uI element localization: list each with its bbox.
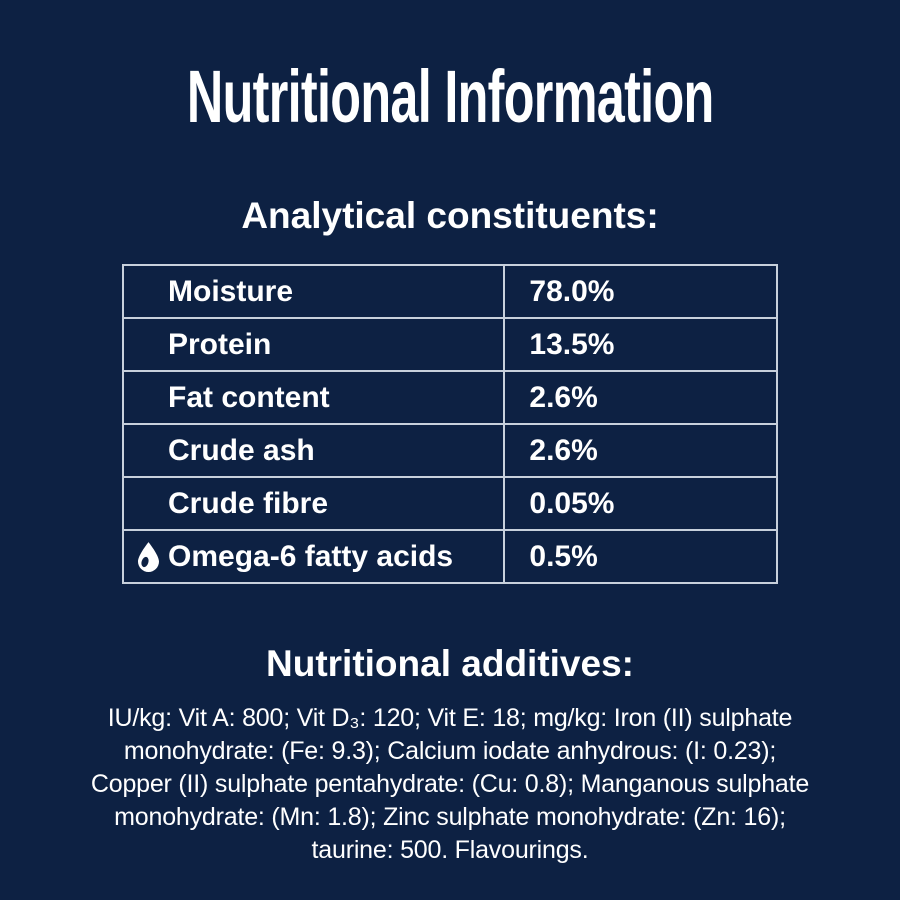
page-title: Nutritional Information [0, 56, 900, 138]
nutrient-label: Fat content [124, 372, 506, 423]
table-row: Fat content 2.6% [124, 372, 776, 425]
nutrient-label: Omega-6 fatty acids [124, 531, 506, 582]
additives-text-line: Copper (II) sulphate pentahydrate: (Cu: … [90, 770, 810, 798]
page-title-text: Nutritional Information [186, 55, 714, 138]
nutrient-label-text: Crude fibre [168, 486, 329, 520]
nutrient-value: 2.6% [529, 433, 598, 467]
nutrient-label-text: Protein [168, 327, 272, 361]
nutrient-label: Moisture [124, 266, 506, 317]
nutrient-label-text: Crude ash [168, 433, 315, 467]
additives-text-line: monohydrate: (Fe: 9.3); Calcium iodate a… [123, 737, 777, 765]
analytical-table: Moisture 78.0% Protein 13.5% Fat content… [122, 264, 778, 584]
nutrient-label-text: Moisture [168, 274, 294, 308]
additives-text-line: monohydrate: (Mn: 1.8); Zinc sulphate mo… [114, 803, 786, 831]
additives-text: IU/kg: Vit A: 800; Vit D₃: 120; Vit E: 1… [0, 702, 900, 867]
additives-heading: Nutritional additives: [266, 643, 634, 684]
nutrient-value: 0.05% [529, 486, 615, 520]
table-row: Crude fibre 0.05% [124, 478, 776, 531]
nutrient-label-text: Omega-6 fatty acids [168, 539, 454, 573]
droplet-icon [138, 541, 159, 572]
nutrient-value: 0.5% [529, 539, 598, 573]
analytical-heading: Analytical constituents: [241, 195, 659, 236]
table-row: Protein 13.5% [124, 319, 776, 372]
nutrient-label: Protein [124, 319, 506, 370]
nutrient-label: Crude fibre [124, 478, 506, 529]
additives-text-line: taurine: 500. Flavourings. [311, 836, 589, 864]
nutrient-label-text: Fat content [168, 380, 330, 414]
nutrient-value: 2.6% [529, 380, 598, 414]
table-row: Crude ash 2.6% [124, 425, 776, 478]
table-row: Omega-6 fatty acids 0.5% [124, 531, 776, 582]
analytical-section: Analytical constituents: Moisture 78.0% … [0, 194, 900, 584]
additives-section: Nutritional additives: IU/kg: Vit A: 800… [0, 642, 900, 867]
nutrient-value: 13.5% [529, 327, 615, 361]
table-row: Moisture 78.0% [124, 266, 776, 319]
nutrient-label: Crude ash [124, 425, 506, 476]
additives-text-line: IU/kg: Vit A: 800; Vit D₃: 120; Vit E: 1… [107, 704, 793, 732]
nutrient-value: 78.0% [529, 274, 615, 308]
